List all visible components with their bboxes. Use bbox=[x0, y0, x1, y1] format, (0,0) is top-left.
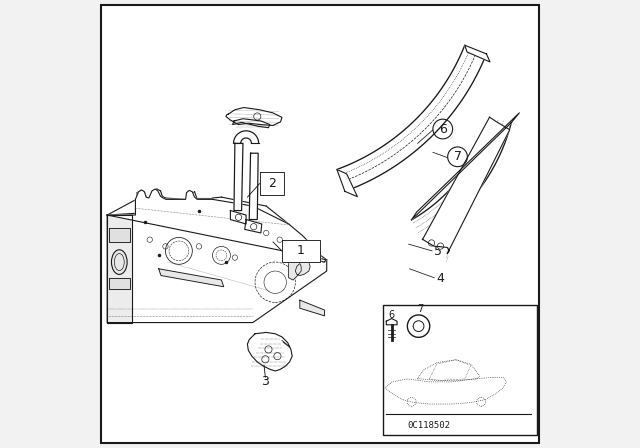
Polygon shape bbox=[233, 119, 270, 128]
Polygon shape bbox=[282, 240, 320, 262]
Polygon shape bbox=[422, 117, 509, 254]
Polygon shape bbox=[109, 228, 130, 242]
Text: 7: 7 bbox=[454, 150, 461, 164]
Polygon shape bbox=[260, 172, 284, 195]
Polygon shape bbox=[249, 153, 258, 220]
Polygon shape bbox=[108, 189, 327, 262]
Polygon shape bbox=[234, 131, 259, 143]
Text: 5: 5 bbox=[435, 245, 442, 258]
Polygon shape bbox=[230, 211, 246, 224]
Polygon shape bbox=[244, 220, 262, 233]
Text: 7: 7 bbox=[418, 305, 424, 314]
Text: 1: 1 bbox=[297, 244, 305, 258]
Polygon shape bbox=[248, 332, 292, 371]
Polygon shape bbox=[412, 117, 511, 239]
Text: 6: 6 bbox=[439, 122, 447, 136]
Polygon shape bbox=[412, 113, 519, 220]
Text: 3: 3 bbox=[261, 375, 269, 388]
Polygon shape bbox=[465, 45, 490, 62]
Polygon shape bbox=[289, 260, 310, 280]
Text: 2: 2 bbox=[268, 177, 276, 190]
Polygon shape bbox=[108, 189, 327, 334]
Polygon shape bbox=[387, 319, 397, 325]
Polygon shape bbox=[108, 215, 132, 323]
Text: 0C118502: 0C118502 bbox=[407, 421, 451, 430]
Text: 4: 4 bbox=[436, 272, 444, 285]
Polygon shape bbox=[300, 300, 324, 316]
Polygon shape bbox=[337, 169, 357, 197]
Polygon shape bbox=[337, 45, 486, 191]
Ellipse shape bbox=[111, 250, 127, 274]
Polygon shape bbox=[226, 108, 282, 125]
Bar bbox=[383, 305, 538, 435]
Polygon shape bbox=[109, 278, 130, 289]
Text: 6: 6 bbox=[388, 310, 395, 320]
Polygon shape bbox=[108, 206, 327, 323]
Polygon shape bbox=[159, 269, 224, 287]
Polygon shape bbox=[234, 143, 243, 211]
